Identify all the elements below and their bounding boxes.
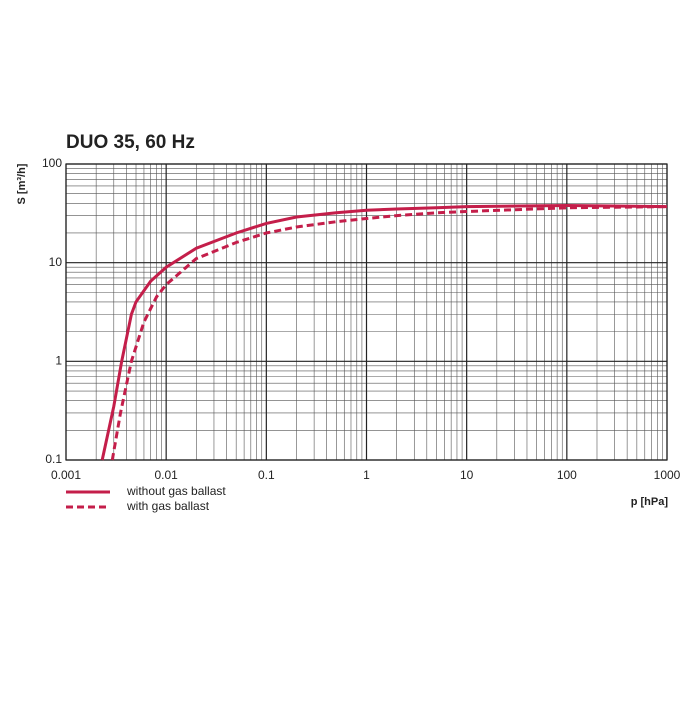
y-axis-label: S [m³/h] [16,163,28,204]
plot-frame [65,163,668,461]
x-tick-label: 0.01 [154,468,178,482]
y-tick-label: 1 [55,354,62,368]
y-tick-label: 10 [49,255,63,269]
x-tick-label: 10 [460,468,474,482]
legend-label: with gas ballast [126,499,210,513]
x-tick-label: 1000 [654,468,681,482]
y-tick-label: 0.1 [45,452,62,466]
x-axis-label: p [hPa] [631,496,669,508]
legend-label: without gas ballast [126,484,226,498]
line-series [100,203,668,461]
y-tick-label: 100 [42,156,62,170]
x-tick-label: 100 [557,468,577,482]
chart-title: DUO 35, 60 Hz [66,132,195,153]
x-tick-label: 0.1 [258,468,275,482]
x-tick-label: 0.001 [51,468,81,482]
x-tick-label: 1 [363,468,370,482]
line-series [110,205,668,461]
